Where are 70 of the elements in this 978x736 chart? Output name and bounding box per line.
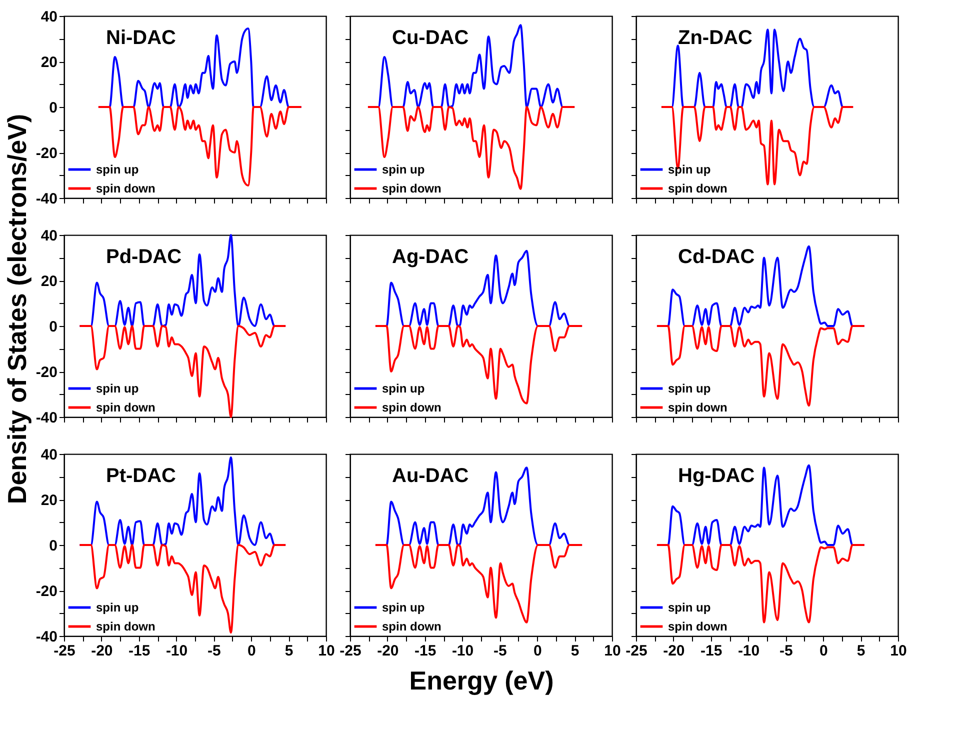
x-axis-title: Energy (eV) — [409, 666, 554, 696]
y-tick-label: 40 — [40, 228, 58, 244]
x-tick-label: 5 — [284, 642, 294, 660]
x-tick-label: -25 — [626, 642, 648, 660]
x-tick-label: -20 — [663, 642, 685, 660]
legend-label: spin up — [668, 382, 711, 396]
y-tick-label: -20 — [36, 364, 58, 381]
y-tick-label: 0 — [49, 100, 58, 116]
text: Cd-DAC — [678, 246, 755, 268]
x-tick-label: -10 — [166, 642, 188, 660]
x-tick-label: 0 — [533, 642, 542, 660]
y-tick-label: 0 — [49, 538, 58, 554]
text: Ni-DAC — [106, 27, 176, 49]
legend-label: spin up — [382, 162, 425, 176]
x-tick-label: -15 — [414, 642, 436, 660]
x-tick-label: 10 — [318, 642, 335, 660]
x-tick-label: 10 — [604, 642, 621, 660]
legend-label: spin down — [668, 182, 728, 196]
y-tick-label: 40 — [40, 446, 58, 464]
legend-label: spin up — [668, 600, 711, 614]
x-tick-label: -20 — [377, 642, 399, 660]
y-tick-label: -20 — [36, 145, 58, 162]
x-tick-label: -5 — [208, 642, 221, 660]
x-tick-label: -25 — [340, 642, 362, 660]
x-tick-label: -10 — [738, 642, 760, 660]
y-tick-label: -20 — [36, 583, 58, 600]
x-tick-label: -20 — [91, 642, 113, 660]
y-tick-label: 40 — [40, 8, 58, 26]
x-tick-label: 5 — [856, 642, 866, 660]
text: Hg-DAC — [678, 465, 755, 487]
legend-label: spin down — [668, 620, 728, 634]
x-tick-label: -10 — [452, 642, 474, 660]
legend-label: spin down — [382, 400, 442, 414]
x-tick-label: -5 — [494, 642, 507, 660]
text: Ag-DAC — [392, 246, 469, 268]
legend-label: spin down — [382, 620, 442, 634]
legend-label: spin up — [382, 382, 425, 396]
text: Au-DAC — [392, 465, 469, 487]
text: Pd-DAC — [106, 246, 182, 268]
text: Cu-DAC — [392, 27, 469, 49]
line-series — [78, 325, 287, 418]
y-tick-label: -40 — [36, 628, 58, 646]
legend-label: spin up — [382, 600, 425, 614]
y-tick-label: 20 — [40, 492, 58, 509]
x-tick-label: -25 — [54, 642, 76, 660]
legend-label: spin down — [668, 400, 728, 414]
x-tick-label: -5 — [780, 642, 793, 660]
y-tick-label: -40 — [36, 410, 58, 426]
y-tick-label: -40 — [36, 190, 58, 208]
x-tick-label: 0 — [819, 642, 828, 660]
legend-label: spin down — [96, 182, 156, 196]
y-tick-label: 0 — [49, 318, 58, 336]
x-tick-label: 10 — [890, 642, 907, 660]
text: Zn-DAC — [678, 27, 752, 49]
text: Pt-DAC — [106, 465, 176, 487]
legend-label: spin up — [96, 382, 139, 396]
legend-label: spin up — [96, 600, 139, 614]
x-tick-label: 5 — [570, 642, 580, 660]
y-axis-title: Density of States (electrons/eV) — [2, 114, 32, 504]
legend-label: spin down — [96, 620, 156, 634]
y-tick-label: 20 — [40, 54, 58, 71]
legend-label: spin up — [96, 162, 139, 176]
legend-label: spin up — [668, 162, 711, 176]
x-tick-label: 0 — [247, 642, 256, 660]
x-tick-label: -15 — [700, 642, 722, 660]
legend-label: spin down — [382, 182, 442, 196]
line-series — [78, 544, 287, 634]
x-tick-label: -15 — [128, 642, 150, 660]
legend-label: spin down — [96, 400, 156, 414]
y-tick-label: 20 — [40, 273, 58, 290]
